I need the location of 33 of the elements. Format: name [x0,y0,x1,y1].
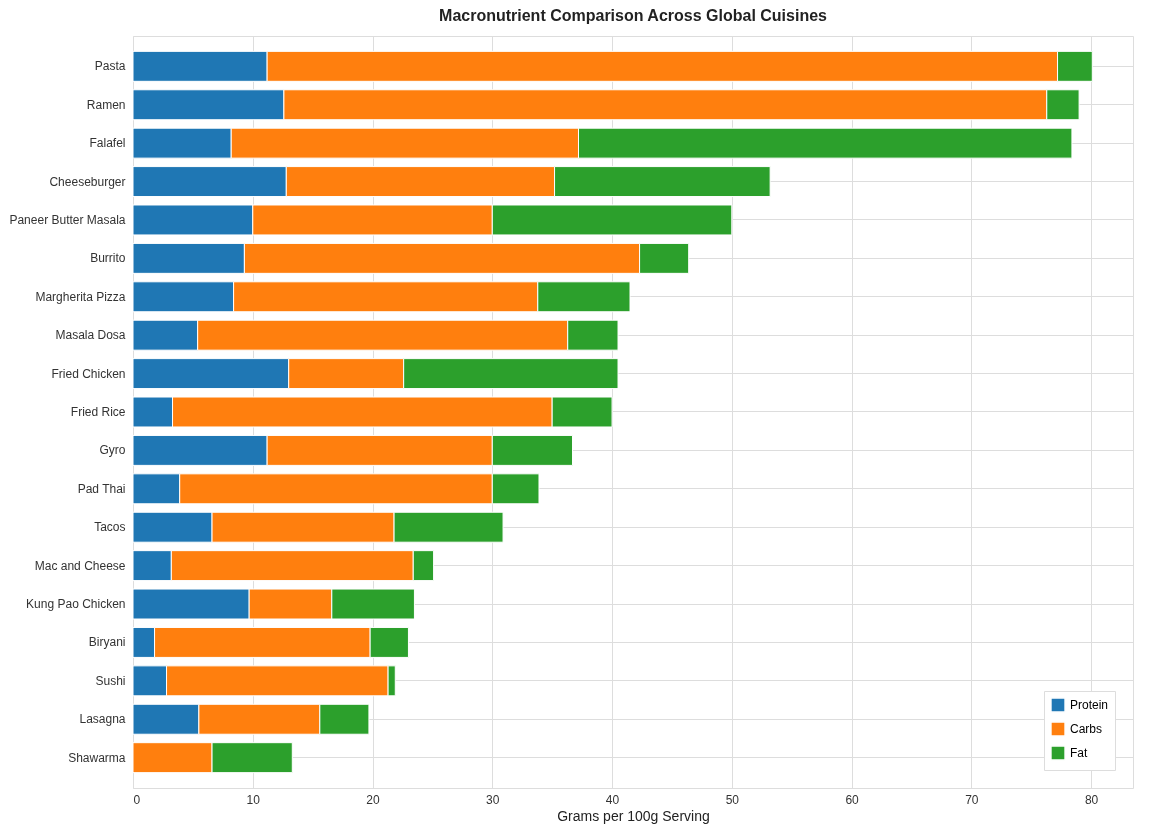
y-tick-label: Cheeseburger [49,174,126,189]
y-tick-label: Tacos [94,520,126,535]
y-tick-label: Fried Chicken [51,366,126,381]
y-tick-label: Mac and Cheese [34,558,126,573]
y-tick-label: Falafel [89,136,126,151]
y-tick-label: Margherita Pizza [35,289,126,304]
legend-label: Fat [1070,746,1088,760]
x-axis-title: Grams per 100g Serving [557,807,710,824]
x-tick-label: 10 [246,792,261,807]
y-tick-label: Fried Rice [70,405,126,419]
y-tick-label: Burrito [90,251,126,266]
x-tick-label: 30 [486,792,500,807]
x-tick-label: 80 [1084,792,1099,807]
legend-label: Carbs [1070,722,1103,736]
y-tick-label: Ramen [86,97,126,112]
x-tick-label: 50 [725,792,740,807]
x-tick-label: 70 [965,792,979,807]
y-tick-label: Paneer Butter Masala [9,212,126,227]
x-tick-label: 20 [366,792,381,807]
y-tick-label: Masala Dosa [55,328,126,343]
y-tick-label: Biryani [88,635,126,650]
x-tick-label: 60 [845,792,860,807]
y-tick-label: Gyro [99,443,126,458]
x-tick-label: 40 [605,792,620,807]
y-tick-label: Pasta [94,59,126,74]
y-tick-label: Shawarma [68,750,126,765]
y-tick-label: Pad Thai [77,481,126,496]
chart-title: Macronutrient Comparison Across Global Cuisines [439,7,828,24]
y-tick-label: Sushi [95,673,126,688]
x-tick-label: 0 [133,792,141,807]
y-tick-label: Kung Pao Chicken [26,597,126,612]
legend-label: Protein [1070,698,1109,712]
y-tick-label: Lasagna [79,712,126,727]
